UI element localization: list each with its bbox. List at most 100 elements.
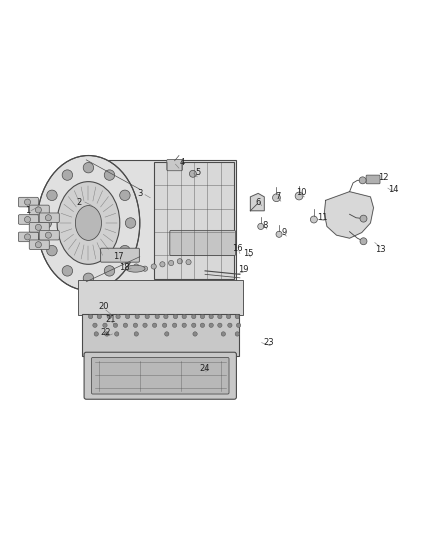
- FancyBboxPatch shape: [170, 230, 236, 256]
- FancyBboxPatch shape: [84, 352, 237, 399]
- Text: 20: 20: [99, 302, 109, 311]
- Circle shape: [145, 314, 149, 319]
- Circle shape: [97, 314, 102, 319]
- Circle shape: [235, 332, 240, 336]
- Circle shape: [62, 265, 73, 276]
- Text: 13: 13: [375, 245, 385, 254]
- Circle shape: [173, 314, 178, 319]
- Circle shape: [160, 262, 165, 267]
- FancyBboxPatch shape: [78, 280, 243, 315]
- FancyBboxPatch shape: [86, 160, 237, 282]
- Text: 1: 1: [25, 206, 30, 215]
- Ellipse shape: [57, 182, 120, 264]
- Circle shape: [123, 323, 127, 327]
- Text: 10: 10: [297, 188, 307, 197]
- Circle shape: [155, 314, 159, 319]
- Circle shape: [41, 218, 52, 228]
- Circle shape: [173, 323, 177, 327]
- Circle shape: [25, 234, 31, 240]
- Text: 22: 22: [101, 328, 111, 337]
- Circle shape: [142, 266, 148, 271]
- Circle shape: [83, 273, 94, 284]
- Circle shape: [120, 245, 130, 256]
- Text: 12: 12: [378, 173, 389, 182]
- Circle shape: [35, 224, 42, 230]
- Circle shape: [226, 314, 231, 319]
- Circle shape: [134, 332, 138, 336]
- Circle shape: [209, 314, 213, 319]
- Circle shape: [103, 323, 107, 327]
- Text: 21: 21: [105, 315, 116, 324]
- Circle shape: [200, 323, 205, 327]
- Text: 2: 2: [76, 198, 81, 207]
- Circle shape: [295, 192, 303, 200]
- Circle shape: [133, 323, 138, 327]
- Circle shape: [88, 314, 93, 319]
- Circle shape: [237, 323, 241, 327]
- Circle shape: [182, 314, 186, 319]
- Circle shape: [135, 314, 139, 319]
- Circle shape: [83, 163, 94, 173]
- Circle shape: [47, 190, 57, 200]
- Text: 8: 8: [262, 221, 267, 230]
- FancyBboxPatch shape: [167, 159, 183, 171]
- Polygon shape: [251, 193, 264, 211]
- Circle shape: [169, 261, 174, 265]
- FancyBboxPatch shape: [18, 215, 39, 224]
- Circle shape: [125, 314, 130, 319]
- FancyBboxPatch shape: [92, 358, 229, 394]
- Circle shape: [143, 323, 147, 327]
- Text: 9: 9: [282, 228, 287, 237]
- Circle shape: [125, 259, 130, 264]
- Ellipse shape: [75, 206, 102, 240]
- Circle shape: [151, 264, 156, 269]
- Circle shape: [35, 207, 42, 213]
- FancyBboxPatch shape: [82, 314, 239, 356]
- Circle shape: [360, 215, 367, 222]
- Circle shape: [191, 314, 196, 319]
- Circle shape: [191, 323, 196, 327]
- FancyBboxPatch shape: [18, 232, 39, 241]
- FancyBboxPatch shape: [101, 248, 139, 262]
- Polygon shape: [324, 192, 374, 238]
- Circle shape: [116, 314, 120, 319]
- Circle shape: [359, 177, 366, 184]
- FancyBboxPatch shape: [18, 197, 39, 207]
- Circle shape: [177, 259, 183, 264]
- Circle shape: [221, 332, 226, 336]
- Circle shape: [35, 241, 42, 248]
- Circle shape: [186, 260, 191, 265]
- Text: 4: 4: [180, 158, 185, 166]
- Circle shape: [165, 332, 169, 336]
- Text: 6: 6: [255, 198, 261, 207]
- Circle shape: [62, 170, 73, 180]
- Circle shape: [200, 314, 205, 319]
- Circle shape: [235, 314, 240, 319]
- Circle shape: [105, 332, 109, 336]
- Text: 11: 11: [318, 213, 328, 222]
- Ellipse shape: [37, 156, 140, 290]
- Ellipse shape: [126, 265, 145, 272]
- Circle shape: [276, 231, 282, 237]
- Text: 14: 14: [388, 184, 398, 193]
- FancyBboxPatch shape: [29, 240, 49, 249]
- Circle shape: [25, 199, 31, 205]
- Text: 18: 18: [119, 263, 130, 272]
- Text: 17: 17: [113, 253, 124, 261]
- Circle shape: [209, 323, 213, 327]
- Circle shape: [107, 314, 112, 319]
- FancyBboxPatch shape: [366, 175, 380, 184]
- Text: 24: 24: [200, 364, 210, 373]
- Circle shape: [182, 323, 186, 327]
- FancyBboxPatch shape: [39, 213, 59, 223]
- Text: 3: 3: [137, 189, 142, 198]
- Text: 23: 23: [264, 338, 274, 347]
- FancyBboxPatch shape: [29, 223, 49, 232]
- Circle shape: [189, 171, 196, 177]
- Circle shape: [120, 190, 130, 200]
- Circle shape: [46, 215, 51, 221]
- Circle shape: [134, 264, 139, 269]
- Circle shape: [152, 323, 157, 327]
- Circle shape: [272, 194, 280, 201]
- FancyBboxPatch shape: [154, 162, 234, 279]
